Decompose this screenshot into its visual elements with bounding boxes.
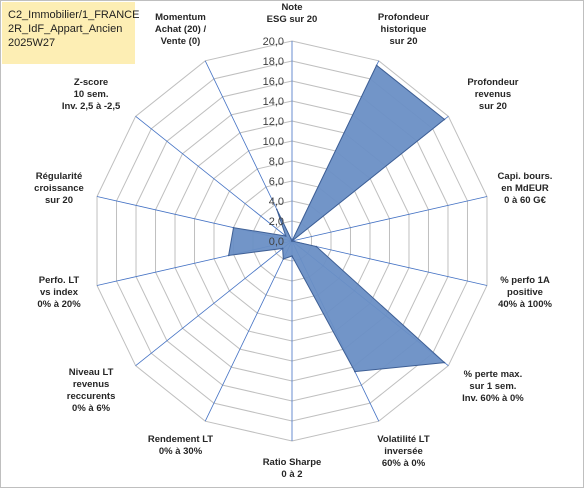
axis-label-line: Volatilité LT xyxy=(377,433,430,445)
axis-label: Perfo. LT vs index 0% à 20% xyxy=(4,275,114,311)
axis-label-line: Note xyxy=(281,2,303,13)
data-point xyxy=(315,245,318,248)
tick-label: 12,0 xyxy=(263,116,284,128)
axis-label-line: revenus xyxy=(474,89,512,101)
axis-label-line: Profondeur xyxy=(467,77,519,89)
axis-label: Niveau LT revenus reccurents 0% à 6% xyxy=(36,367,146,415)
axis-label-line: 10 sem. xyxy=(73,89,109,101)
axis-label-line: ESG sur 20 xyxy=(266,14,318,25)
tick-label: 18,0 xyxy=(263,56,284,68)
title-line-3: 2025W27 xyxy=(8,37,56,49)
axis-label: % perfo 1A positive 40% à 100% xyxy=(470,275,580,311)
axis-label-line: Momentum xyxy=(155,12,206,24)
axis-label-line: vs index xyxy=(39,287,79,299)
data-point xyxy=(281,247,284,250)
axis-label-line: Profondeur xyxy=(377,12,430,24)
tick-label: 6,0 xyxy=(269,176,284,188)
data-point xyxy=(443,118,446,121)
axis-label: % perte max. sur 1 sem. Inv. 60% à 0% xyxy=(438,369,548,405)
radar-series xyxy=(227,64,446,373)
axis-label-line: sur 20 xyxy=(389,36,418,48)
axis-spoke xyxy=(291,196,488,242)
tick-label: 4,0 xyxy=(269,196,284,208)
axis-label: Volatilité LT inversée 60% à 0% xyxy=(349,434,459,470)
data-point xyxy=(232,226,235,229)
axis-label-line: reccurents xyxy=(66,390,116,402)
data-point xyxy=(443,361,446,364)
axis-label-line: inversée xyxy=(384,445,423,457)
axis-label-line: Inv. 60% à 0% xyxy=(462,392,524,404)
axis-label-line: Capi. bours. xyxy=(497,170,553,182)
axis-label: Rendement LT 0% à 30% xyxy=(125,434,235,458)
axis-label-line: 60% à 0% xyxy=(381,457,426,469)
data-point xyxy=(291,240,293,242)
axis-label: Z-score 10 sem. Inv. 2,5 à -2,5 xyxy=(36,77,146,113)
title-line-2: 2R_IdF_Appart_Ancien xyxy=(8,23,123,35)
radar-tick-labels: 0,0 2,0 4,0 6,0 8,0 10,0 12,0 14,0 16,0 18,0 20,0 xyxy=(263,36,284,248)
axis-spoke xyxy=(135,240,293,367)
tick-label: 0,0 xyxy=(269,236,284,248)
axis-label-line: 0% à 20% xyxy=(37,299,81,311)
axis-label-line: Achat (20) / xyxy=(154,24,207,36)
data-point xyxy=(354,370,356,373)
axis-label-line: Z-score xyxy=(73,77,109,89)
tick-label: 2,0 xyxy=(269,216,284,228)
title-line-1: C2_Immobilier/1_FRANCE xyxy=(8,9,140,21)
axis-label-line: revenus xyxy=(72,378,110,390)
axis-label-line: 0% à 30% xyxy=(158,446,203,458)
axis-label: Capi. bours. en MdEUR 0 à 60 G€ xyxy=(470,171,580,207)
tick-label: 20,0 xyxy=(263,36,284,48)
axis-label-line: Ratio Sharpe xyxy=(262,457,322,468)
axis-label: Profondeur revenus sur 20 xyxy=(438,77,548,113)
axis-label-line: 40% à 100% xyxy=(498,299,552,311)
axis-label-line: historique xyxy=(380,24,427,36)
data-point xyxy=(375,64,378,67)
axis-label-line: % perte max. xyxy=(463,368,523,380)
axis-label-line: 0 à 60 G€ xyxy=(504,194,546,206)
axis-label-line: Rendement LT xyxy=(147,434,214,446)
data-point xyxy=(282,258,285,260)
tick-label: 14,0 xyxy=(263,96,284,108)
axis-label-line: 0 à 2 xyxy=(281,469,303,480)
axis-label-line: sur 20 xyxy=(45,194,73,206)
tick-label: 16,0 xyxy=(263,76,284,88)
axis-label: Note ESG sur 20 xyxy=(237,2,347,26)
axis-label-line: positive xyxy=(507,287,543,299)
data-point xyxy=(276,208,278,211)
axis-label-line: % perfo 1A xyxy=(500,275,550,287)
axis-label: Régularité croissance sur 20 xyxy=(4,171,114,207)
axis-label-line: Niveau LT xyxy=(68,366,114,378)
axis-label-line: Vente (0) xyxy=(160,36,201,48)
axis-label-line: 0% à 6% xyxy=(72,402,111,414)
axis-label-line: sur 20 xyxy=(478,101,507,113)
chart-title-box: C2_Immobilier/1_FRANCE 2R_IdF_Appart_Anc… xyxy=(2,2,140,64)
data-point xyxy=(284,235,287,237)
axis-label-line: Régularité xyxy=(35,170,83,182)
axis-spoke xyxy=(135,115,293,242)
tick-label: 8,0 xyxy=(269,156,284,168)
axis-label-line: Inv. 2,5 à -2,5 xyxy=(61,101,121,113)
axis-label-line: en MdEUR xyxy=(501,182,549,194)
axis-label-line: sur 1 sem. xyxy=(469,380,517,392)
axis-label: Momentum Achat (20) / Vente (0) xyxy=(125,12,235,48)
axis-label-line: Perfo. LT xyxy=(38,275,80,287)
axis-label: Profondeur historique sur 20 xyxy=(349,12,459,48)
axis-spoke xyxy=(291,240,488,286)
data-point xyxy=(227,254,230,257)
axis-spoke xyxy=(204,240,293,422)
tick-label: 10,0 xyxy=(263,136,284,148)
data-point xyxy=(291,255,293,257)
axis-label: Ratio Sharpe 0 à 2 xyxy=(237,457,347,481)
axis-label-line: croissance xyxy=(34,182,84,194)
